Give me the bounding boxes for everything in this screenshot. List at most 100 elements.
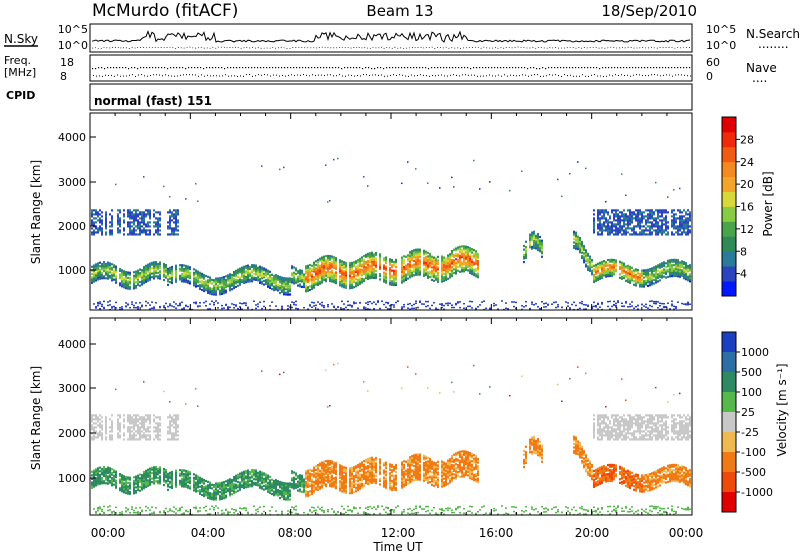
power-cell	[135, 215, 137, 218]
power-cell	[369, 273, 371, 276]
power-cell	[635, 209, 637, 212]
power-cell	[449, 253, 451, 256]
power-cell	[637, 277, 639, 281]
power-cell	[323, 255, 325, 258]
power-cell	[675, 262, 677, 265]
power-cell	[619, 276, 621, 279]
velocity-cell	[159, 418, 161, 421]
power-panel: 1000 2000 3000 4000 Slant Range [km] 481…	[29, 112, 775, 311]
nave-dot	[393, 74, 394, 76]
freq-dot	[278, 67, 280, 69]
power-cell	[525, 304, 527, 307]
power-cell	[653, 229, 655, 232]
power-cell	[171, 271, 173, 274]
power-cell	[641, 229, 643, 232]
colorbar-cell	[722, 206, 736, 222]
power-cell	[389, 279, 391, 282]
velocity-cell	[149, 436, 151, 439]
power-cell	[621, 277, 623, 280]
power-cell	[461, 261, 463, 264]
power-cell	[629, 303, 631, 305]
power-cell	[689, 219, 691, 222]
power-cell	[473, 272, 475, 275]
power-cell	[455, 263, 457, 266]
velocity-cell	[209, 492, 211, 495]
power-cell	[673, 267, 675, 270]
power-cell	[233, 272, 235, 275]
power-cell	[119, 268, 121, 271]
power-cell	[649, 282, 651, 285]
power-cell	[409, 256, 411, 259]
velocity-cell	[99, 482, 101, 485]
power-cell	[135, 302, 137, 304]
power-cell	[649, 229, 651, 232]
velocity-cell	[179, 472, 181, 475]
velocity-cell	[145, 476, 147, 480]
power-cell	[267, 285, 269, 288]
power-cell	[223, 283, 225, 286]
power-cell	[269, 281, 271, 284]
power-cell	[159, 275, 161, 278]
velocity-cell	[119, 489, 121, 492]
velocity-cell	[129, 476, 131, 479]
power-cell	[599, 227, 601, 230]
power-cell	[239, 280, 241, 283]
velocity-cell	[95, 482, 97, 485]
power-cell	[685, 262, 687, 265]
power-cell	[235, 305, 237, 307]
velocity-cell	[99, 432, 101, 435]
velocity-cell	[135, 507, 137, 509]
power-cell	[233, 303, 235, 306]
velocity-cell	[143, 381, 145, 383]
power-cell	[91, 276, 93, 279]
power-cell	[125, 283, 127, 286]
power-cell	[165, 265, 167, 268]
power-cell	[367, 261, 369, 264]
power-cell	[223, 286, 225, 289]
power-cell	[605, 262, 607, 266]
power-cell	[185, 266, 187, 269]
power-cell	[683, 271, 685, 275]
power-cell	[631, 305, 633, 307]
power-cell	[175, 278, 177, 282]
velocity-cell	[203, 486, 205, 489]
power-cell	[659, 265, 661, 268]
power-cell	[651, 281, 653, 284]
power-cell	[307, 277, 309, 280]
velocity-cell	[197, 480, 199, 484]
power-cell	[611, 227, 613, 230]
velocity-cell	[133, 414, 135, 417]
power-cell	[635, 275, 637, 278]
power-cell	[689, 231, 691, 234]
velocity-cell	[107, 470, 109, 473]
power-cell	[575, 238, 577, 241]
nave-dot	[180, 74, 181, 76]
power-cell	[349, 272, 351, 276]
power-cell	[123, 277, 125, 280]
power-cell	[247, 275, 249, 278]
power-cell	[309, 305, 311, 307]
power-cell	[449, 262, 451, 265]
power-cell	[319, 264, 321, 267]
velocity-cell	[153, 512, 155, 515]
power-cell	[455, 267, 457, 270]
velocity-cell	[149, 480, 151, 483]
power-cell	[169, 304, 171, 307]
power-cell	[587, 254, 589, 257]
power-cell	[305, 267, 307, 270]
power-cell	[155, 275, 157, 278]
power-cell	[181, 269, 183, 272]
power-cell	[231, 303, 233, 305]
power-cell	[101, 231, 103, 234]
velocity-cell	[99, 422, 101, 425]
power-cell	[419, 271, 421, 274]
power-cell	[141, 217, 143, 220]
power-cell	[351, 279, 353, 282]
power-cell	[171, 267, 173, 270]
colorbar-cell	[722, 236, 736, 252]
power-cell	[535, 303, 537, 305]
power-cell	[221, 278, 223, 281]
velocity-cell	[123, 476, 125, 480]
power-cell	[101, 264, 103, 267]
power-cell	[113, 305, 115, 308]
